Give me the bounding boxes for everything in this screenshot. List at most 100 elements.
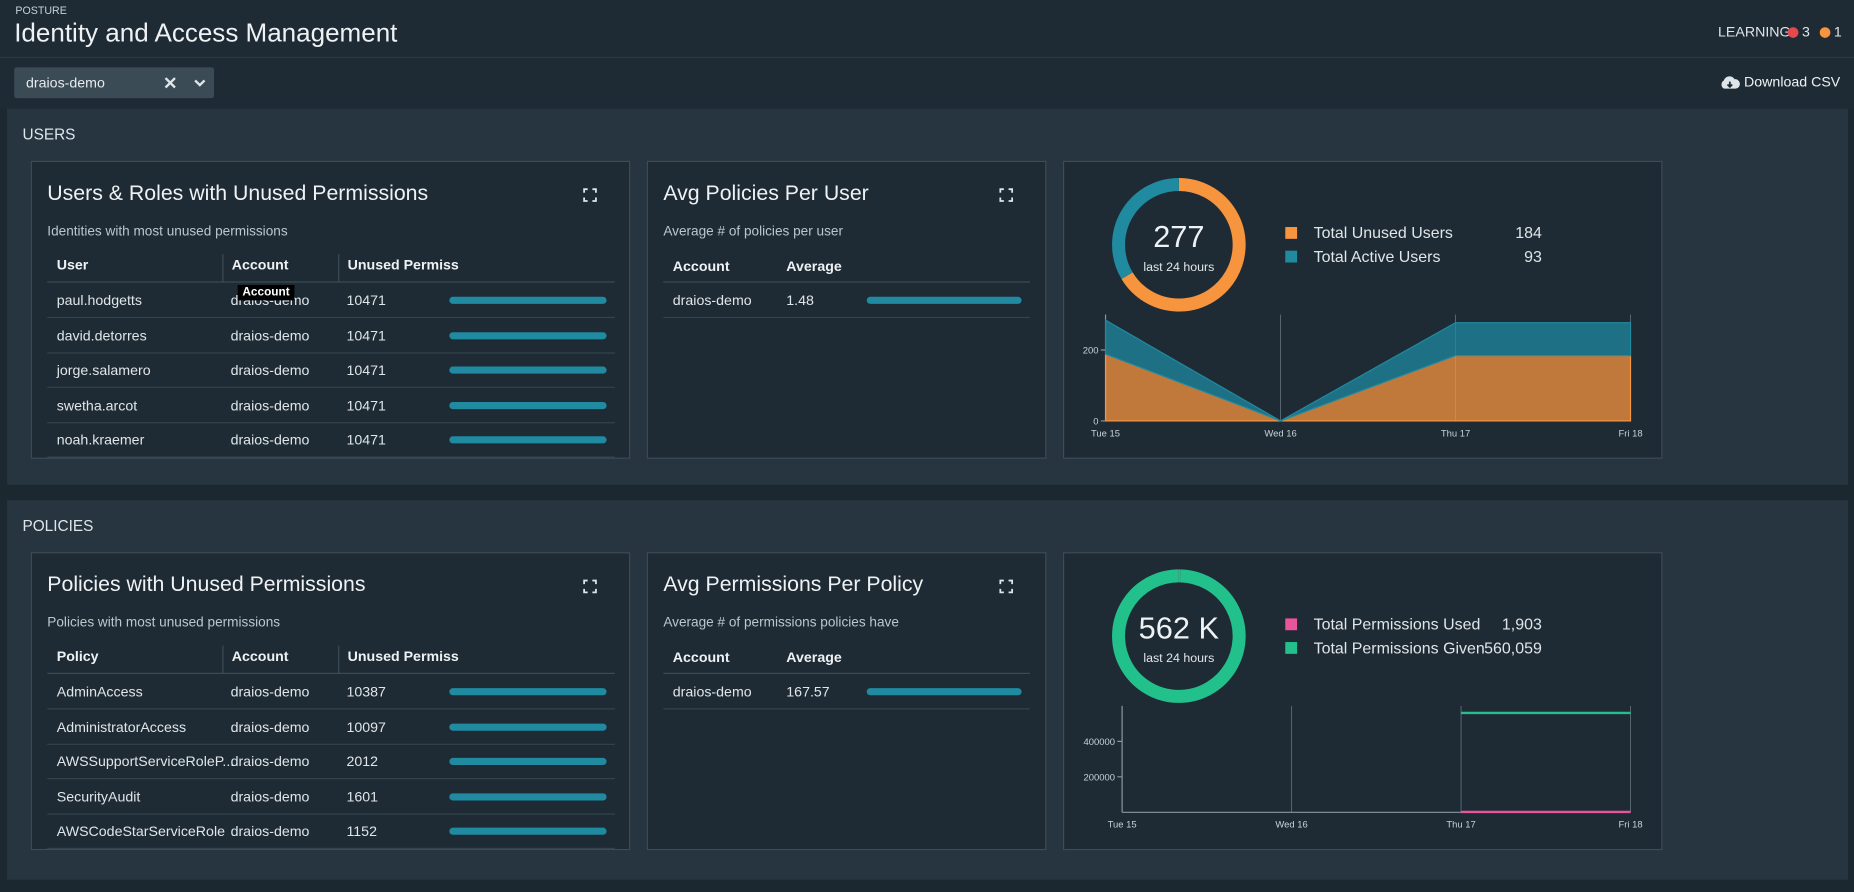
y-tick-label: 200: [1083, 346, 1099, 357]
row-bar: [449, 757, 607, 766]
row-rule: [47, 386, 615, 388]
card-title: Users & Roles with Unused Permissions: [47, 180, 429, 205]
legend-value: 560,059: [1484, 640, 1542, 657]
row-bar: [866, 688, 1022, 696]
cell: AdminAccess: [56, 683, 143, 700]
cell: draios-demo: [230, 431, 310, 449]
x-tick-label: Tue 15: [1108, 820, 1137, 831]
cell: 167.57: [786, 683, 830, 700]
badge-count: 1: [1833, 23, 1842, 41]
legend-swatch: [1285, 227, 1298, 239]
x-tick-label: Fri 18: [1618, 428, 1642, 439]
card-subtitle: Policies with most unused permissions: [47, 616, 281, 631]
x-tick-label: Fri 18: [1618, 820, 1642, 831]
row-rule: [47, 743, 615, 745]
column-header: Account: [672, 649, 730, 666]
cell: 1.48: [786, 292, 814, 309]
card-title: Policies with Unused Permissions: [47, 572, 366, 596]
column-header: Unused Permiss: [338, 254, 459, 283]
row-rule: [47, 778, 615, 780]
filter-value: draios-demo: [26, 74, 105, 92]
cell: 10471: [346, 361, 386, 379]
cell: noah.kraemer: [56, 431, 145, 449]
section-title: POLICIES: [22, 516, 94, 535]
download-label: Download CSV: [1744, 73, 1841, 90]
clear-button[interactable]: [163, 76, 177, 90]
average-card: Avg Permissions Per Policy Average # of p…: [646, 552, 1047, 851]
legend-label: Total Unused Users: [1314, 225, 1453, 242]
chart: 277 last 24 hours Total Unused Users 184 Tot…: [1083, 177, 1643, 439]
header-rule: [47, 672, 615, 674]
expand-button[interactable]: [583, 579, 597, 594]
header-rule: [663, 281, 1030, 283]
legend-value: 184: [1515, 225, 1542, 242]
column-header: User: [56, 256, 89, 274]
cell: AWSCodeStarServiceRole: [56, 822, 225, 840]
legend-swatch: [1285, 618, 1298, 631]
cell: 10471: [346, 396, 386, 414]
donut-segment: [1121, 177, 1246, 312]
card-title: Avg Policies Per User: [663, 180, 869, 205]
row-bar: [866, 296, 1022, 304]
legend-value: 93: [1524, 249, 1542, 266]
badge-count: 3: [1801, 23, 1810, 41]
row-bar: [449, 436, 607, 444]
expand-button[interactable]: [583, 188, 597, 202]
y-tick-label: 200000: [1084, 772, 1116, 783]
donut-caption: last 24 hours: [1143, 651, 1214, 665]
y-tick-label: 0: [1093, 416, 1098, 427]
cell: 10471: [346, 292, 386, 309]
donut-segment: [1112, 569, 1246, 703]
row-rule: [47, 421, 615, 423]
row-bar: [449, 827, 607, 835]
row-rule: [47, 456, 615, 458]
cell: SecurityAudit: [56, 788, 141, 805]
chart-card: 562 K last 24 hours Total Permissions Used…: [1062, 552, 1663, 851]
legend-swatch: [1285, 250, 1298, 263]
column-header: Account: [222, 645, 289, 674]
y-tick-label: 400000: [1084, 737, 1116, 748]
filter[interactable]: draios-demo: [14, 67, 215, 99]
donut-value: 562 K: [1139, 610, 1220, 645]
column-header: Unused Permiss: [338, 645, 459, 674]
cell: draios-demo: [230, 326, 310, 344]
cell: draios-demo: [230, 683, 310, 700]
cloud-icon: [1721, 76, 1740, 89]
cell: 10471: [346, 326, 386, 344]
card-subtitle: Average # of permissions policies have: [663, 616, 899, 631]
legend-label: Total Permissions Given: [1314, 640, 1485, 657]
average-card: Avg Policies Per User Average # of polici…: [646, 160, 1047, 459]
donut-caption: last 24 hours: [1143, 260, 1214, 274]
row-rule: [663, 708, 1030, 710]
table-card: Policies with Unused Permissions Policies…: [30, 552, 631, 851]
section: USERS Users & Roles with Unused Permissio…: [7, 108, 1849, 485]
cell: 10097: [346, 718, 386, 735]
x-tick-label: Wed 16: [1264, 428, 1296, 439]
row-bar: [449, 401, 607, 409]
badge-dot: [1787, 27, 1799, 38]
legend-value: 1,903: [1502, 617, 1542, 634]
donut-segment: [1112, 177, 1180, 280]
expand-button[interactable]: [999, 188, 1014, 202]
row-bar: [449, 723, 607, 731]
cell: jorge.salamero: [56, 361, 151, 379]
dropdown-arrow[interactable]: [193, 76, 207, 90]
filter-bar: draios-demo Download CSV: [0, 57, 1854, 109]
download[interactable]: Download CSV: [1719, 72, 1842, 93]
row-rule: [47, 708, 615, 710]
section-title: USERS: [22, 125, 76, 144]
cell: AWSSupportServiceRoleP...: [56, 753, 235, 770]
expand-button[interactable]: [999, 579, 1014, 594]
x-tick-label: Tue 15: [1091, 428, 1120, 439]
cell: 1152: [346, 822, 377, 840]
cell: draios-demo: [672, 292, 752, 309]
cell: paul.hodgetts: [56, 292, 142, 309]
cell: swetha.arcot: [56, 396, 138, 414]
table-card: Users & Roles with Unused Permissions Ide…: [30, 160, 631, 459]
row-rule: [47, 351, 615, 353]
row-rule: [47, 847, 615, 849]
x-tick-label: Thu 17: [1441, 428, 1470, 439]
page-title: Identity and Access Management: [14, 17, 398, 48]
